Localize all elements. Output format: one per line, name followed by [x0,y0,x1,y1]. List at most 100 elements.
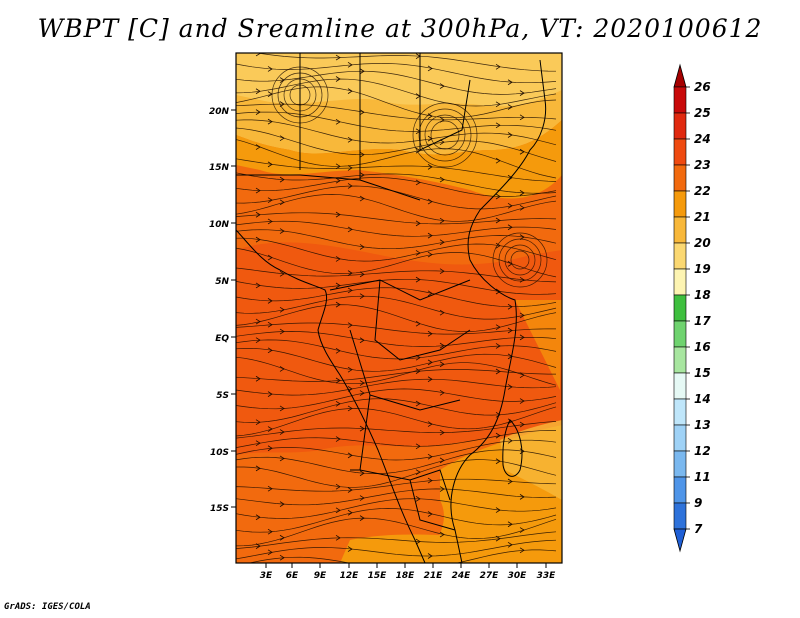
streamline-arrow [279,228,285,234]
colorbar-label: 15 [694,366,711,380]
coastline-east [450,59,547,563]
streamline-arrow [415,495,421,502]
colorbar-label: 26 [694,80,711,94]
streamline-arrow [415,368,421,374]
colorbar-label: 16 [694,340,711,354]
lon-tick-label: 6E [286,571,299,581]
streamline-arrow [255,514,261,521]
streamline-arrow [360,562,361,563]
streamline-arrow [255,465,261,472]
streamline-arrow [427,376,433,383]
streamline [236,295,557,320]
streamline-arrow [359,425,365,432]
streamline-arrow [279,101,285,107]
lat-tick-label: 15N [209,163,230,173]
colorbar-swatch [673,164,687,192]
streamline-arrow [359,151,365,158]
streamline-arrow [347,452,353,459]
streamline [236,322,557,335]
colorbar-swatch [673,502,687,530]
streamline-arrow [495,324,501,330]
streamline-arrow [267,347,273,354]
streamline-arrow [347,61,353,68]
streamline [236,267,557,283]
streamline-arrow [519,90,525,96]
streamline-arrow [495,535,501,542]
streamline [236,406,557,437]
streamline-arrow [335,211,341,218]
streamline-arrow [415,320,421,327]
streamline-arrow [495,193,501,200]
streamline [236,229,557,250]
streamline-arrow [255,543,261,549]
colorbar-swatch [673,112,687,140]
streamline-arrow [359,68,365,75]
streamline-arrow [267,445,273,452]
lon-tick-label: 3E [260,571,273,581]
streamline-arrow [427,511,433,517]
streamline-arrow [427,65,433,72]
streamline-arrow [255,282,261,289]
field-east-21 [515,300,562,390]
streamline-arrow [427,232,433,239]
streamline-arrow [495,432,501,439]
streamline-arrow [267,254,273,261]
streamline-arrow [255,88,261,95]
streamline-arrow [255,337,261,343]
borders-south [350,394,456,531]
streamline-arrow [335,377,341,384]
colorbar-swatch [673,346,687,374]
streamline-arrow [347,226,353,233]
streamline-arrow [359,271,365,278]
streamline-arrow [279,199,285,206]
streamline-arrow [335,534,341,541]
streamline-arrow [279,405,285,412]
streamline-arrow [359,470,365,477]
streamline-arrow [495,122,501,129]
colorbar-swatch [673,216,687,244]
colorbar-swatch [673,320,687,348]
streamline-arrow [439,361,445,368]
lon-tick-label: 18E [396,571,416,581]
streamline [236,287,557,308]
streamline-arrow [279,501,285,507]
streamline-vortex [498,238,542,282]
lat-tick-label: EQ [215,334,229,344]
streamline-arrow [359,195,365,202]
streamline-arrow [507,418,513,425]
streamline-arrow [427,198,433,205]
map-field [236,53,562,563]
lon-tick-label: 12E [340,571,360,581]
streamline-arrow [359,390,365,396]
streamline-arrow [335,483,341,490]
streamline-arrow [519,148,525,155]
lat-tick-label: 15S [210,504,229,514]
borders-north [236,53,471,201]
streamline [236,177,557,197]
streamline-arrow [347,405,353,412]
streamline-vortex [504,244,536,276]
streamline-arrow [335,436,341,442]
streamline-arrow [255,318,261,325]
streamline-arrow [335,256,341,262]
colorbar-swatch [673,398,687,426]
streamline-arrow [507,384,513,390]
credit-text: GrADS: IGES/COLA [4,602,91,612]
colorbar-swatch [673,372,687,400]
streamline-arrow [519,494,525,500]
colorbar-label: 19 [694,262,711,276]
streamline-arrow [279,328,285,335]
streamline-arrow [519,205,525,211]
lat-tick-label: 20N [209,107,230,117]
streamline-arrow [255,375,261,382]
streamline-arrow [347,270,353,276]
streamline-arrow [335,76,341,82]
streamline-arrow [255,236,261,243]
colorbar-label: 9 [694,496,702,510]
streamline [236,70,557,95]
colorbar-label: 25 [694,106,711,120]
colorbar-label: 13 [694,418,711,432]
streamline-arrow [519,421,525,428]
streamline [236,331,557,347]
streamline-arrow [279,554,285,561]
